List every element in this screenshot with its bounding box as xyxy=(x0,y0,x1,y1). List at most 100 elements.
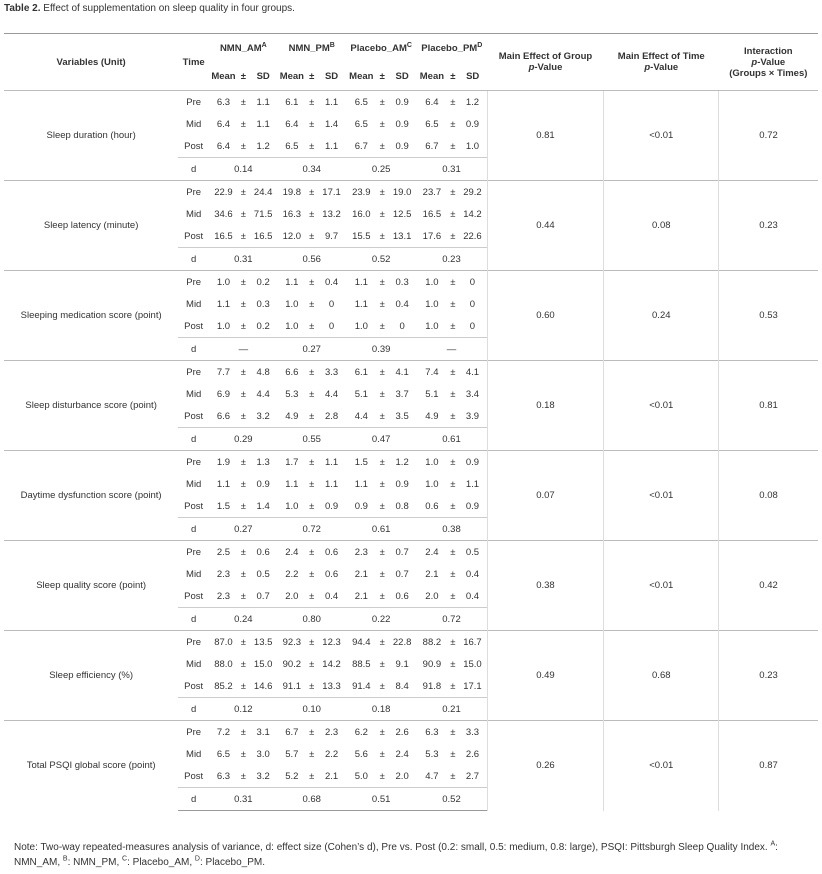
mean-value: 15.5 xyxy=(352,230,371,242)
p-value: 0.23 xyxy=(718,630,818,721)
plus-minus: ± xyxy=(237,90,249,113)
mean-value: 1.0 xyxy=(416,450,448,473)
d-label: d xyxy=(178,607,210,631)
plus-minus: ± xyxy=(379,140,385,152)
p-value: 0.81 xyxy=(718,360,818,451)
mean-value: 6.1 xyxy=(277,90,307,113)
mean-value: 88.0 xyxy=(214,658,233,670)
sd-value: 0 xyxy=(328,320,335,332)
plus-minus: ± xyxy=(450,410,456,422)
p-value: 0.38 xyxy=(486,540,604,631)
mean-value: 4.9 xyxy=(425,410,439,422)
mean-value: 1.1 xyxy=(216,478,231,490)
mean-value: 7.2 xyxy=(209,720,238,743)
sd-value: 2.3 xyxy=(317,720,346,743)
mean-value: 2.3 xyxy=(345,540,377,563)
plus-minus: ± xyxy=(450,478,456,490)
mean-value: 88.2 xyxy=(416,630,448,653)
time-label: Pre xyxy=(178,270,210,293)
time-label: Mid xyxy=(186,388,202,400)
p-value: 0.60 xyxy=(486,270,604,361)
d-label: d xyxy=(178,337,210,361)
sd-value: 16.7 xyxy=(458,630,488,653)
plus-minus: ± xyxy=(450,298,456,310)
data-row: Sleep latency (minute) Pre 22.9 ±24.4 19.8 ±1… xyxy=(4,180,818,271)
effect-size: 0.18 xyxy=(345,697,417,721)
mean-value: 91.1 xyxy=(282,680,302,692)
plus-minus: ± xyxy=(240,770,246,782)
effect-size: 0.14 xyxy=(209,157,278,181)
sd-value: 14.6 xyxy=(253,680,273,692)
effect-size-row: d 0.31 0.68 0.51 0.52 xyxy=(4,787,818,811)
sd-value: 1.2 xyxy=(458,90,488,113)
mean-value: 2.3 xyxy=(216,590,231,602)
data-row: Post 1.0 ±0.2 1.0 ±0 1.0 ±0 1.0 ±0 xyxy=(4,315,818,338)
plus-minus: ± xyxy=(379,590,385,602)
mean-value: 1.0 xyxy=(285,500,299,512)
variable-name: Daytime dysfunction score (point) xyxy=(4,450,179,541)
sd-value: 0.9 xyxy=(458,450,488,473)
subheader: ± xyxy=(309,70,315,82)
group-name: Placebo_AM xyxy=(350,42,407,54)
mean-value: 16.3 xyxy=(282,208,302,220)
sd-value: 0.4 xyxy=(465,568,480,580)
data-row: Daytime dysfunction score (point) Pre 1.9 ±… xyxy=(4,450,818,541)
p-value: 0.72 xyxy=(718,90,818,181)
time-label: Pre xyxy=(178,450,210,473)
effect-size: 0.72 xyxy=(277,517,346,541)
sd-value: 0.4 xyxy=(465,590,480,602)
effect-size: 0.29 xyxy=(209,427,278,451)
p-value: 0.81 xyxy=(486,90,604,181)
p-value: 0.18 xyxy=(486,360,604,451)
effect-size: 0.61 xyxy=(345,517,417,541)
mean-value: 4.7 xyxy=(425,770,439,782)
plus-minus: ± xyxy=(240,410,246,422)
table-note: Note: Two-way repeated-measures analysis… xyxy=(14,840,814,870)
sd-value: 0.7 xyxy=(387,540,417,563)
data-row: Post 6.3 ±3.2 5.2 ±2.1 5.0 ±2.0 4.7 ±2.7 xyxy=(4,765,818,788)
time-label: Post xyxy=(184,140,204,152)
mean-value: 6.4 xyxy=(416,90,448,113)
effect-size-row: d 0.31 0.56 0.52 0.23 xyxy=(4,247,818,271)
mean-value: 16.5 xyxy=(214,230,233,242)
plus-minus: ± xyxy=(240,388,246,400)
plus-minus: ± xyxy=(237,450,249,473)
sd-value: 0.4 xyxy=(324,590,339,602)
d-label: d xyxy=(178,247,210,271)
plus-minus: ± xyxy=(379,658,385,670)
mean-value: 2.5 xyxy=(209,540,238,563)
subheader: ± xyxy=(240,70,246,82)
mean-value: 6.5 xyxy=(216,748,231,760)
mean-value: 90.9 xyxy=(422,658,442,670)
variable-name: Sleep quality score (point) xyxy=(4,540,179,631)
effect-size: — xyxy=(416,337,488,361)
subheader: ± xyxy=(450,70,456,82)
plus-minus: ± xyxy=(306,180,318,203)
plus-minus: ± xyxy=(240,658,246,670)
plus-minus: ± xyxy=(447,180,459,203)
sd-value: 1.2 xyxy=(256,140,270,152)
mean-value: 19.8 xyxy=(277,180,307,203)
plus-minus: ± xyxy=(240,118,246,130)
plus-minus: ± xyxy=(240,298,246,310)
mean-value: 6.4 xyxy=(285,118,299,130)
mean-value: 2.4 xyxy=(416,540,448,563)
sd-value: 17.1 xyxy=(317,180,346,203)
sd-value: 2.6 xyxy=(387,720,417,743)
mean-value: 5.0 xyxy=(354,770,368,782)
mean-value: 1.1 xyxy=(277,270,307,293)
subheader: Mean xyxy=(419,70,445,82)
time-label: Post xyxy=(184,230,204,242)
effect-line: p-Value xyxy=(487,62,604,73)
variable-name: Sleep duration (hour) xyxy=(4,90,179,181)
sd-value: 2.2 xyxy=(324,748,339,760)
effect-header: Interaction p-Value (Groups × Times) xyxy=(718,33,818,91)
mean-value: 1.0 xyxy=(354,320,368,332)
plus-minus: ± xyxy=(450,658,456,670)
plus-minus: ± xyxy=(450,748,456,760)
p-value: 0.24 xyxy=(603,270,719,361)
mean-value: 5.2 xyxy=(285,770,299,782)
plus-minus: ± xyxy=(376,630,388,653)
mean-value: 1.5 xyxy=(216,500,231,512)
mean-value: 5.7 xyxy=(285,748,299,760)
